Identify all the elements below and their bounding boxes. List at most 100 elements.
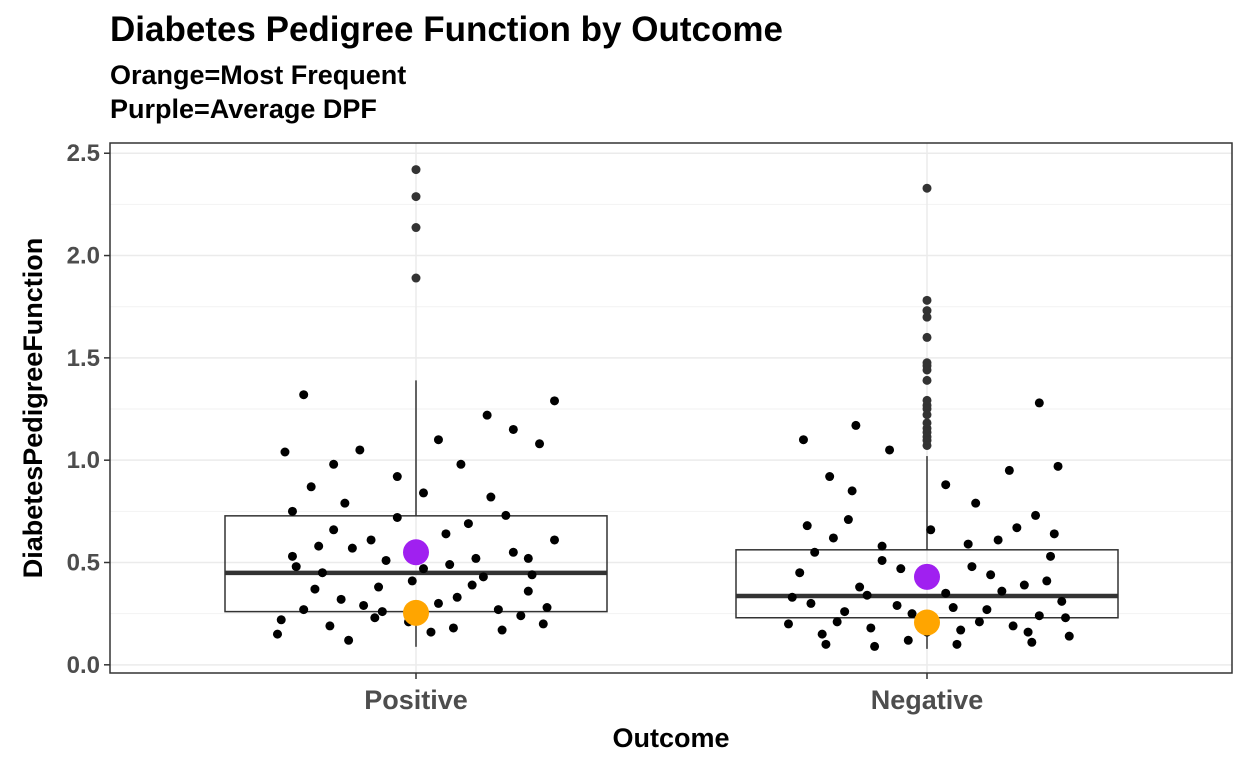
- jitter-point-positive: [377, 607, 387, 617]
- jitter-point-positive: [418, 564, 428, 574]
- y-axis-ticks: 0.0 0.5 1.0 1.5 2.0 2.5: [67, 140, 110, 679]
- jitter-point-negative: [1049, 529, 1059, 539]
- jitter-point-positive: [527, 570, 537, 580]
- jitter-point-positive: [272, 629, 282, 639]
- jitter-point-positive: [299, 605, 309, 615]
- y-tick-label: 0.5: [67, 549, 100, 576]
- plot-panel-background: [110, 143, 1232, 673]
- jitter-point-positive: [306, 482, 316, 492]
- jitter-point-positive: [329, 459, 339, 469]
- outlier-point-negative: [922, 418, 932, 428]
- jitter-point-negative: [963, 539, 973, 549]
- jitter-point-negative: [1019, 580, 1029, 590]
- jitter-point-negative: [783, 619, 793, 629]
- most-frequent-marker-positive: [403, 599, 429, 626]
- jitter-point-positive: [329, 525, 339, 535]
- jitter-point-positive: [366, 535, 376, 545]
- jitter-point-negative: [851, 420, 861, 430]
- jitter-point-positive: [276, 615, 286, 625]
- outlier-point-negative: [922, 358, 932, 368]
- jitter-point-positive: [374, 582, 384, 592]
- jitter-point-negative: [847, 486, 857, 496]
- jitter-point-negative: [870, 641, 880, 651]
- jitter-point-negative: [971, 498, 981, 508]
- jitter-point-negative: [986, 570, 996, 580]
- jitter-point-positive: [535, 439, 545, 449]
- outlier-point-positive: [411, 223, 421, 233]
- jitter-point-positive: [467, 580, 477, 590]
- jitter-point-negative: [1004, 465, 1014, 475]
- jitter-point-negative: [825, 472, 835, 482]
- jitter-point-positive: [355, 445, 365, 455]
- jitter-point-negative: [798, 435, 808, 445]
- jitter-point-negative: [843, 515, 853, 525]
- jitter-point-negative: [1053, 461, 1063, 471]
- jitter-point-negative: [810, 547, 820, 557]
- jitter-point-positive: [359, 600, 369, 610]
- jitter-point-positive: [523, 553, 533, 563]
- outlier-point-positive: [411, 165, 421, 175]
- jitter-point-negative: [866, 623, 876, 633]
- jitter-point-negative: [787, 592, 797, 602]
- jitter-point-negative: [1061, 613, 1071, 623]
- jitter-point-negative: [821, 639, 831, 649]
- jitter-point-positive: [452, 592, 462, 602]
- y-axis-title: DiabetesPedigreeFunction: [18, 238, 48, 579]
- x-tick-label-positive: Positive: [364, 685, 468, 715]
- jitter-point-negative: [941, 588, 951, 598]
- jitter-point-negative: [840, 607, 850, 617]
- outlier-point-negative: [922, 375, 932, 385]
- jitter-point-positive: [482, 410, 492, 420]
- jitter-point-positive: [381, 555, 391, 565]
- outlier-point-negative: [922, 295, 932, 305]
- x-axis-ticks: Positive Negative: [364, 673, 983, 715]
- jitter-point-negative: [1046, 551, 1056, 561]
- jitter-point-positive: [287, 551, 297, 561]
- jitter-point-negative: [828, 533, 838, 543]
- jitter-point-positive: [336, 594, 346, 604]
- jitter-point-positive: [471, 553, 481, 563]
- jitter-point-positive: [340, 498, 350, 508]
- jitter-point-negative: [806, 598, 816, 608]
- jitter-point-positive: [448, 623, 458, 633]
- grid-lines: [110, 143, 1232, 673]
- outlier-point-negative: [922, 312, 932, 322]
- jitter-point-positive: [370, 613, 380, 623]
- jitter-point-negative: [1027, 637, 1037, 647]
- jitter-point-negative: [982, 605, 992, 615]
- jitter-point-negative: [896, 564, 906, 574]
- jitter-point-positive: [280, 447, 290, 457]
- jitter-point-negative: [1012, 523, 1022, 533]
- jitter-point-negative: [885, 445, 895, 455]
- chart-title: Diabetes Pedigree Function by Outcome: [110, 10, 783, 49]
- jitter-point-positive: [542, 603, 552, 613]
- jitter-point-negative: [1023, 627, 1033, 637]
- outlier-point-negative: [922, 395, 932, 405]
- jitter-point-positive: [314, 541, 324, 551]
- jitter-point-negative: [974, 617, 984, 627]
- jitter-point-positive: [516, 611, 526, 621]
- x-axis-title: Outcome: [612, 723, 729, 753]
- jitter-point-positive: [550, 396, 560, 406]
- jitter-point-positive: [287, 506, 297, 516]
- jitter-point-negative: [941, 480, 951, 490]
- jitter-point-positive: [347, 543, 357, 553]
- jitter-point-negative: [907, 609, 917, 619]
- jitter-point-negative: [877, 541, 887, 551]
- outlier-point-negative: [922, 332, 932, 342]
- jitter-point-positive: [407, 576, 417, 586]
- x-tick-label-negative: Negative: [871, 685, 984, 715]
- jitter-point-negative: [795, 568, 805, 578]
- jitter-point-positive: [310, 584, 320, 594]
- jitter-point-negative: [903, 635, 913, 645]
- jitter-point-negative: [892, 600, 902, 610]
- jitter-point-negative: [997, 586, 1007, 596]
- outlier-point-positive: [411, 273, 421, 283]
- jitter-point-positive: [445, 560, 455, 570]
- outlier-point-negative: [922, 306, 932, 316]
- jitter-point-negative: [1057, 596, 1067, 606]
- jitter-point-negative: [993, 535, 1003, 545]
- jitter-point-negative: [817, 629, 827, 639]
- jitter-point-positive: [426, 627, 436, 637]
